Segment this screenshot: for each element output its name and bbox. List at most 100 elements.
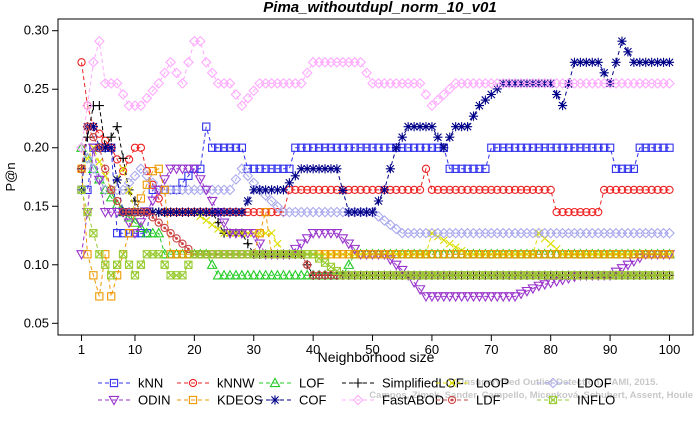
point-circle	[516, 185, 526, 195]
legend-label: LDF	[476, 393, 501, 408]
point-circle	[255, 207, 264, 217]
point-square	[570, 250, 579, 259]
point-diamond	[93, 35, 105, 47]
point-asterisk	[635, 57, 645, 67]
legend-label: kNN	[138, 376, 163, 391]
point-dot	[450, 398, 454, 402]
point-box	[113, 260, 122, 269]
point-diamond	[123, 177, 135, 189]
point-box	[582, 271, 591, 280]
point-box	[362, 271, 371, 280]
point-diamond	[266, 195, 277, 207]
point-circle	[118, 166, 128, 176]
point-triangle	[248, 269, 260, 280]
point-box	[611, 271, 621, 280]
point-circle	[409, 185, 419, 195]
point-triangle	[277, 269, 289, 280]
point-asterisk	[623, 47, 633, 57]
point-x	[439, 236, 448, 245]
point-square	[516, 143, 526, 152]
point-box	[124, 260, 134, 269]
point-triangle-down	[491, 292, 503, 303]
point-dot	[133, 210, 137, 214]
point-box	[439, 271, 448, 280]
point-box	[95, 250, 104, 259]
point-box	[665, 271, 674, 280]
point-square	[178, 178, 187, 188]
point-asterisk	[308, 164, 318, 174]
legend-label: COF	[299, 393, 327, 408]
point-square	[647, 250, 656, 259]
point-triangle-down	[414, 285, 426, 296]
point-box	[356, 271, 365, 280]
point-square	[273, 164, 282, 173]
point-square	[225, 143, 235, 152]
point-diamond	[159, 67, 171, 79]
point-square	[469, 250, 478, 259]
point-diamond	[147, 85, 159, 97]
point-square	[279, 164, 288, 173]
point-box	[392, 271, 401, 280]
point-square	[457, 164, 466, 173]
point-box	[130, 271, 140, 280]
point-diamond	[352, 394, 364, 406]
point-triangle-down	[99, 207, 111, 218]
point-asterisk	[255, 185, 265, 195]
point-circle	[629, 185, 638, 195]
point-square	[344, 143, 353, 152]
point-circle	[184, 244, 193, 254]
point-square	[184, 250, 193, 259]
point-square	[588, 143, 597, 152]
series-line	[81, 40, 670, 148]
legend-label: SimplifiedLOF	[382, 376, 464, 391]
point-box	[499, 271, 508, 280]
point-circle	[611, 185, 621, 195]
point-box	[136, 260, 146, 269]
y-tick-label: 0.30	[24, 23, 49, 38]
point-asterisk	[421, 122, 431, 132]
point-circle	[368, 185, 377, 195]
point-circle	[447, 395, 457, 405]
point-circle	[273, 207, 282, 217]
point-triangle	[147, 227, 159, 238]
point-triangle-down	[343, 239, 355, 250]
point-box	[605, 271, 615, 280]
point-square	[641, 143, 650, 152]
legend-label: FastABOD	[382, 393, 444, 408]
point-square	[95, 292, 104, 301]
point-circle	[136, 143, 146, 152]
point-circle	[291, 185, 300, 195]
point-circle	[101, 164, 110, 173]
point-square	[291, 143, 300, 152]
point-circle	[154, 218, 163, 227]
point-triangle-down	[188, 164, 200, 175]
point-triangle-down	[313, 229, 325, 239]
point-square	[522, 143, 532, 152]
point-box	[308, 250, 318, 259]
point-circle	[148, 213, 157, 222]
point-box	[190, 250, 199, 259]
point-triangle-down	[105, 207, 117, 218]
point-diamond	[230, 173, 242, 185]
point-square	[320, 143, 330, 152]
x-tick-label: 80	[543, 342, 557, 357]
point-square	[109, 378, 119, 388]
point-circle	[487, 185, 496, 195]
point-square	[374, 143, 383, 152]
point-triangle	[81, 152, 93, 163]
series-inflo	[77, 185, 674, 280]
point-box-x	[160, 260, 169, 269]
point-box	[504, 271, 514, 280]
point-box	[178, 271, 187, 280]
point-box	[522, 271, 532, 280]
point-plus	[118, 153, 128, 163]
point-square	[415, 250, 425, 259]
legend-item-knnw: kNNW	[177, 376, 255, 391]
point-asterisk	[189, 207, 199, 217]
point-square	[659, 143, 668, 152]
point-circle	[659, 185, 668, 195]
point-diamond	[165, 56, 176, 68]
point-circle	[362, 185, 371, 195]
point-triangle	[75, 142, 88, 152]
